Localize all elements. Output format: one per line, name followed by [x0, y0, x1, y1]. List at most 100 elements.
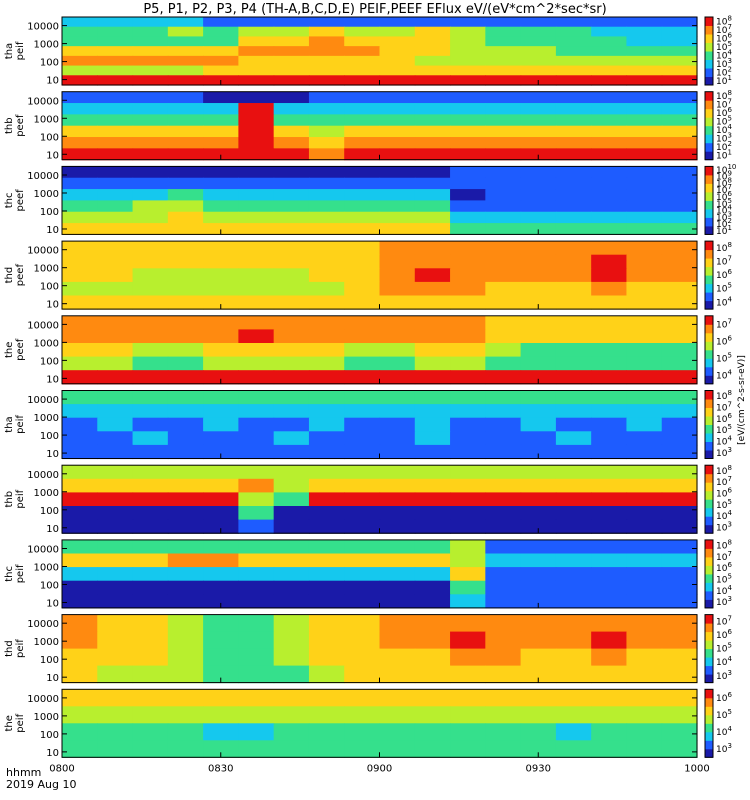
heat-cell — [344, 177, 381, 190]
colorbar-frame — [704, 390, 714, 459]
heat-cell — [273, 137, 310, 149]
heat-cell — [555, 665, 592, 684]
colorbar-frame — [704, 539, 714, 609]
heat-cell — [62, 356, 98, 371]
heat-cell — [273, 706, 310, 724]
heat-cell — [62, 177, 98, 190]
colorbar-cell — [705, 34, 713, 43]
heat-cell — [132, 55, 169, 67]
heat-cell — [97, 648, 134, 667]
heat-cell — [661, 254, 698, 269]
colorbar-cell — [705, 332, 713, 342]
heat-cell — [485, 567, 522, 582]
heat-cell — [132, 254, 169, 269]
heat-cell — [379, 492, 416, 507]
heat-cell — [62, 706, 98, 724]
heat-cell — [132, 506, 169, 521]
heat-cell — [379, 740, 416, 758]
heat-cell — [661, 631, 698, 650]
y-tick-label: 10 — [46, 374, 59, 385]
heat-cell — [661, 370, 698, 385]
heat-cell — [132, 46, 169, 57]
heat-cell — [591, 567, 628, 582]
colorbar-cell — [705, 174, 713, 184]
heat-cell — [450, 329, 486, 344]
heat-cell — [414, 444, 451, 460]
heat-cell — [591, 506, 628, 521]
heat-cell — [626, 200, 663, 213]
heat-cell — [97, 740, 134, 758]
heat-cell — [626, 329, 663, 344]
heat-cell — [626, 26, 663, 38]
heat-cell — [661, 465, 698, 480]
heat-cell — [414, 648, 451, 667]
heat-cell — [308, 166, 345, 179]
colorbar-cell — [705, 258, 713, 268]
heat-cell — [344, 166, 381, 179]
heat-cell — [97, 356, 134, 371]
heat-cell — [591, 519, 628, 534]
heat-cell — [344, 223, 381, 235]
heat-cell — [485, 370, 522, 385]
heat-cell — [167, 26, 204, 38]
heat-cell — [379, 75, 416, 86]
heat-cell — [203, 254, 239, 269]
heat-cell — [414, 65, 451, 76]
heat-cell — [132, 553, 169, 568]
heat-cell — [132, 431, 169, 446]
heat-cell — [485, 492, 522, 507]
panel-9: 10 100 1000 10000 the peif 103 104 105 106 — [4, 688, 732, 759]
colorbar-cell — [705, 249, 713, 259]
heat-cell — [167, 665, 204, 684]
heat-cell — [203, 553, 239, 568]
heat-cell — [62, 519, 98, 534]
heat-cell — [450, 26, 486, 38]
heat-cell — [414, 665, 451, 684]
heat-cell — [273, 148, 310, 161]
heat-cell — [308, 189, 345, 201]
heat-cell — [626, 91, 663, 104]
heat-cell — [132, 648, 169, 667]
heat-cell — [379, 506, 416, 521]
heat-cell — [308, 114, 345, 127]
heat-cell — [414, 390, 451, 405]
heat-cell — [414, 329, 451, 344]
heat-cell — [555, 519, 592, 534]
heat-cell — [132, 329, 169, 344]
heat-cell — [485, 17, 522, 28]
colorbar-frame — [704, 91, 714, 161]
y-axis-label: peif — [15, 639, 26, 658]
heat-cell — [238, 723, 275, 741]
heat-cell — [308, 404, 345, 419]
colorbar-cell — [705, 507, 713, 517]
heat-cell — [273, 200, 310, 213]
heat-cell — [97, 295, 134, 310]
heat-cell — [62, 580, 98, 595]
heat-cell — [485, 614, 522, 633]
heat-cell — [238, 390, 275, 405]
heat-cell — [555, 539, 592, 555]
heat-cell — [414, 75, 451, 86]
heat-cell — [485, 723, 522, 741]
heat-cell — [344, 55, 381, 67]
heat-cell — [203, 17, 239, 28]
colorbar-tick-label: 105 — [716, 282, 732, 295]
heat-cell — [344, 492, 381, 507]
heat-cell — [414, 356, 451, 371]
heat-cell — [379, 444, 416, 460]
heat-cell — [132, 343, 169, 358]
heat-cell — [273, 370, 310, 385]
heat-cell — [97, 665, 134, 684]
y-axis-label: tha — [4, 43, 15, 59]
heat-cell — [520, 36, 557, 47]
heat-cell — [308, 223, 345, 235]
heat-cell — [167, 281, 204, 297]
heat-cell — [273, 519, 310, 534]
heat-cell — [555, 125, 592, 138]
heat-cell — [97, 137, 134, 149]
heat-cell — [273, 254, 310, 269]
heat-cell — [520, 478, 557, 493]
y-tick-label: 10 — [46, 300, 59, 311]
heat-cell — [626, 614, 663, 633]
